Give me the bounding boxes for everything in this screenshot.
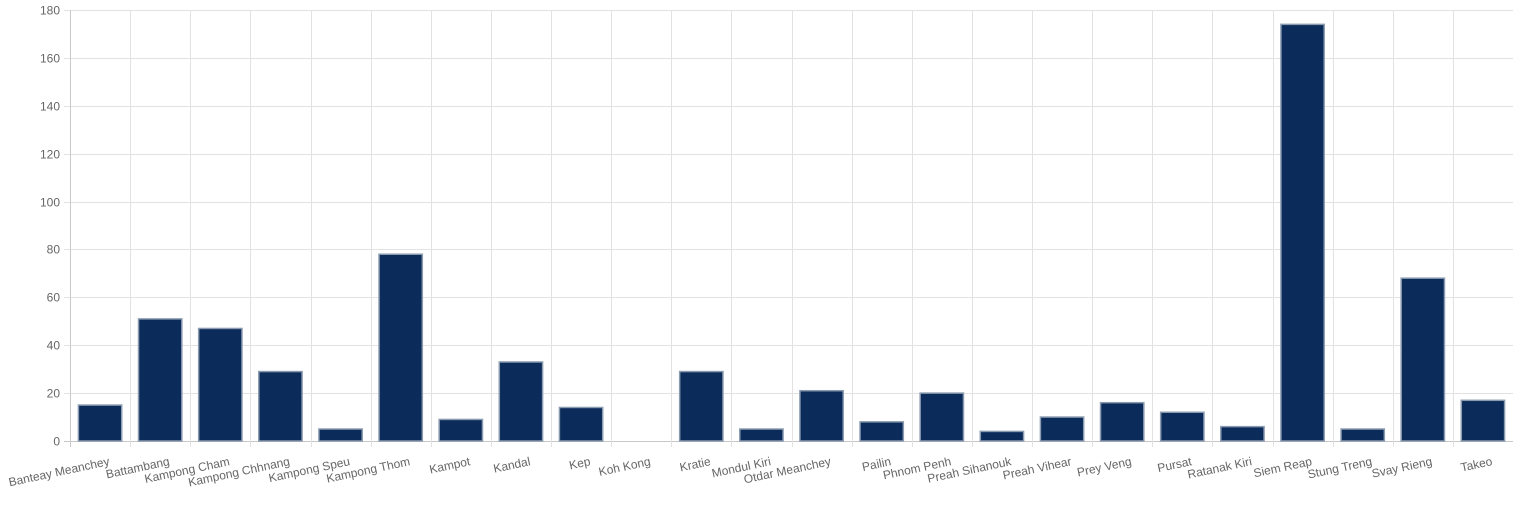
bar-preah-vihear[interactable] (1039, 416, 1085, 442)
y-tick-label: 100 (40, 196, 60, 210)
bar-kampong-chhnang[interactable] (258, 370, 303, 442)
y-tick-label: 40 (47, 339, 61, 353)
bar-otdar-meanchey[interactable] (799, 389, 844, 442)
x-tick-label: Kandal (492, 454, 531, 475)
bar-kampot[interactable] (438, 418, 484, 442)
bar-pursat[interactable] (1159, 411, 1205, 442)
bar-ratanak-kiri[interactable] (1220, 425, 1265, 442)
y-tick-label: 0 (53, 435, 60, 449)
y-axis: 0 20 40 60 80 100 120 140 160 180 (40, 4, 60, 449)
x-tick-label: Kep (568, 454, 592, 472)
y-tick-label: 120 (40, 148, 60, 162)
bar-kratie[interactable] (678, 370, 724, 442)
bar-kep[interactable] (558, 406, 604, 442)
grid-layer (64, 10, 1513, 447)
bar-prey-veng[interactable] (1099, 401, 1145, 442)
bar-kampong-speu[interactable] (318, 428, 363, 442)
bar-kampong-thom[interactable] (378, 253, 424, 442)
bar-kampong-cham[interactable] (197, 327, 243, 442)
bar-pailin[interactable] (859, 421, 905, 442)
x-tick-label: Pailin (861, 454, 893, 474)
bar-siem-reap[interactable] (1280, 23, 1325, 442)
y-tick-label: 80 (47, 243, 61, 257)
x-tick-label: Prey Veng (1076, 454, 1133, 479)
bar-battambang[interactable] (137, 318, 183, 442)
x-tick-label: Banteay Meanchey (7, 454, 110, 489)
y-tick-label: 140 (40, 100, 60, 114)
bar-kandal[interactable] (498, 361, 544, 442)
x-tick-label: Stung Treng (1306, 454, 1373, 481)
y-tick-label: 180 (40, 4, 60, 18)
x-tick-label: Siem Reap (1252, 454, 1313, 480)
bar-stung-treng[interactable] (1340, 428, 1386, 442)
x-tick-label: Kampot (428, 454, 472, 476)
y-tick-label: 60 (47, 291, 61, 305)
bar-preah-sihanouk[interactable] (979, 430, 1025, 442)
y-tick-label: 20 (47, 387, 61, 401)
bar-banteay-meanchey[interactable] (77, 404, 123, 442)
x-tick-label: Takeo (1459, 454, 1494, 474)
x-tick-label: Svay Rieng (1370, 454, 1433, 480)
x-tick-label: Preah Vihear (1001, 454, 1072, 482)
bar-takeo[interactable] (1460, 399, 1506, 442)
bar-phnom-penh[interactable] (919, 392, 965, 442)
x-tick-label: Ratanak Kiri (1186, 454, 1253, 481)
y-tick-label: 160 (40, 52, 60, 66)
x-tick-label: Kratie (678, 454, 712, 474)
bars-layer (77, 23, 1506, 442)
bar-mondul-kiri[interactable] (739, 428, 784, 442)
bar-svay-rieng[interactable] (1400, 277, 1446, 442)
x-tick-label: Koh Kong (597, 454, 651, 479)
